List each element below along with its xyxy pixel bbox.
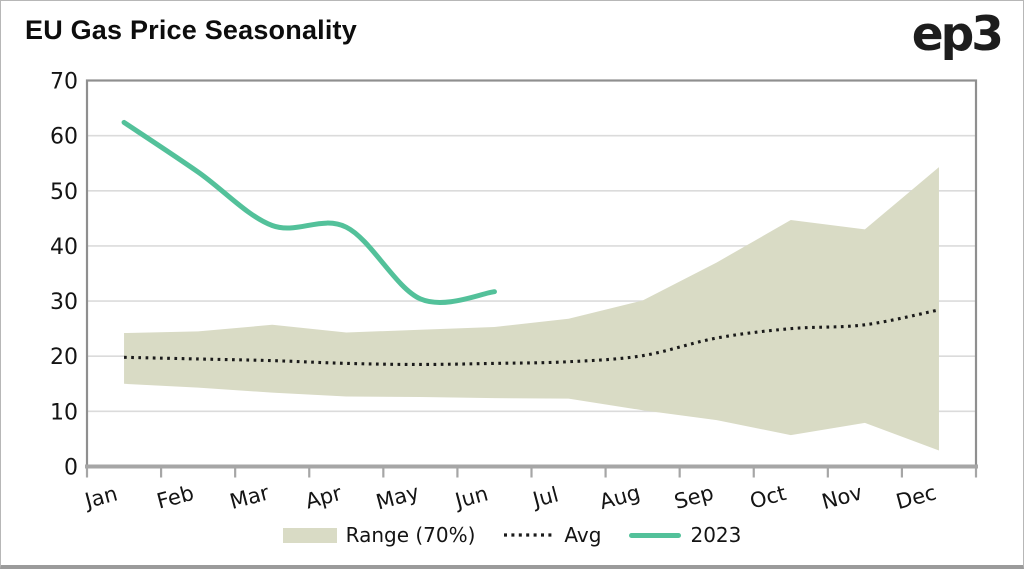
y-axis-label: 40	[50, 235, 78, 260]
y-axis-label: 0	[64, 456, 78, 481]
page-title: EU Gas Price Seasonality	[25, 15, 357, 45]
y-axis-label: 20	[50, 345, 78, 370]
legend-2023-label: 2023	[690, 523, 742, 547]
brand-logo: ep3	[911, 7, 1004, 62]
y-axis-label: 50	[50, 180, 78, 205]
y-axis-label: 60	[50, 125, 78, 150]
line-2023-swatch-icon	[629, 532, 682, 538]
avg-dotted-line-icon	[504, 533, 555, 537]
range-swatch-icon	[282, 527, 337, 543]
legend-range-label: Range (70%)	[345, 523, 476, 547]
legend-item-2023: 2023	[629, 523, 741, 547]
legend-item-range: Range (70%)	[282, 523, 476, 547]
y-axis-label: 70	[50, 70, 78, 95]
x-axis-label: Nov	[819, 480, 865, 514]
x-axis-label: Oct	[747, 481, 788, 514]
x-axis-label: Jul	[528, 482, 561, 512]
chart-legend: Range (70%) Avg 2023	[1, 523, 1023, 547]
x-axis-label: Mar	[227, 480, 272, 514]
x-axis-label: Jan	[81, 481, 120, 513]
x-axis-label: Aug	[597, 480, 643, 514]
x-axis-label: Apr	[303, 481, 345, 514]
x-axis-label: Dec	[893, 480, 938, 514]
legend-avg-label: Avg	[564, 523, 602, 547]
y-axis-label: 10	[50, 400, 78, 425]
line-2023	[121, 119, 497, 305]
x-axis-label: May	[373, 480, 421, 514]
legend-item-avg: Avg	[503, 523, 601, 547]
y-axis-label: 30	[50, 290, 78, 315]
x-axis-label: Jun	[451, 481, 491, 513]
range-band-area	[124, 167, 939, 451]
x-axis-label: Feb	[154, 481, 196, 514]
x-axis-label: Sep	[672, 481, 716, 514]
